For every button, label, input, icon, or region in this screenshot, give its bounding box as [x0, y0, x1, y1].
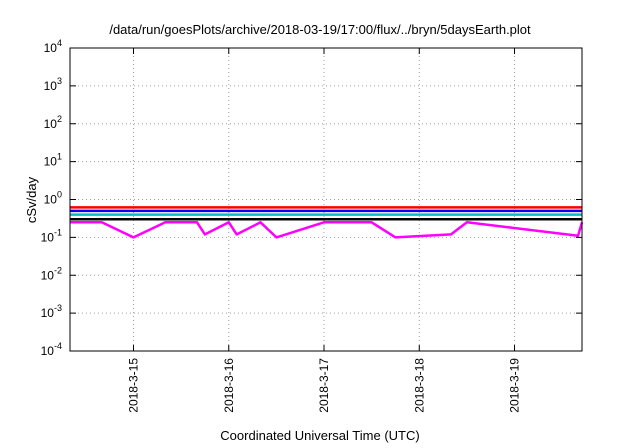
- y-tick-label: 103: [44, 76, 62, 93]
- y-axis-ticks: 10-4 10-3 10-2 10-1 100 101 102 103 104: [41, 38, 582, 358]
- x-axis-ticks: 2018-3-15 2018-3-16 2018-3-17 2018-3-18 2018…: [127, 48, 522, 413]
- y-tick-label: 102: [44, 114, 62, 131]
- series-line-1: [70, 221, 584, 239]
- series-lines: [70, 206, 584, 239]
- y-tick-label: 10-3: [41, 303, 62, 320]
- y-tick-label: 10-1: [41, 227, 62, 244]
- y-tick-label: 100: [44, 190, 62, 207]
- grid-lines: [70, 48, 582, 351]
- x-tick-label: 2018-3-18: [412, 358, 426, 413]
- x-tick-label: 2018-3-15: [127, 358, 141, 413]
- x-tick-label: 2018-3-16: [222, 358, 236, 413]
- chart-title: /data/run/goesPlots/archive/2018-03-19/1…: [109, 22, 531, 37]
- y-tick-label: 101: [44, 152, 62, 169]
- x-tick-label: 2018-3-17: [317, 358, 331, 413]
- y-tick-label: 10-2: [41, 265, 62, 282]
- y-tick-label: 10-4: [41, 341, 62, 358]
- x-tick-label: 2018-3-19: [508, 358, 522, 413]
- x-axis-label: Coordinated Universal Time (UTC): [220, 428, 420, 443]
- y-tick-label: 104: [44, 38, 62, 55]
